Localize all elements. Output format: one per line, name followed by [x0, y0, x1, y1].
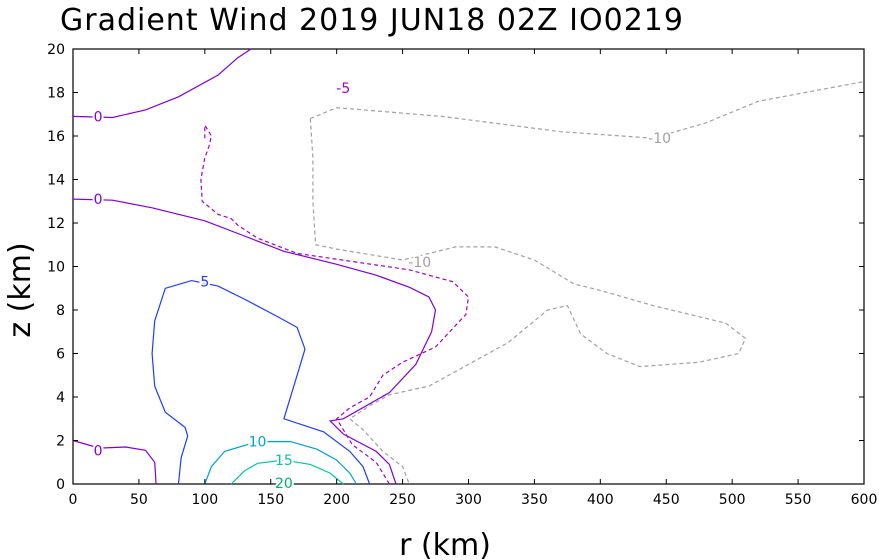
contour-label: 0 — [94, 192, 103, 208]
x-tick-label: 600 — [851, 492, 878, 508]
y-tick-label: 16 — [47, 129, 65, 145]
x-tick-label: 450 — [653, 492, 680, 508]
contour-layer — [72, 48, 865, 485]
contour-line — [72, 198, 437, 485]
y-tick-label: 0 — [56, 477, 65, 493]
contour-line — [204, 441, 357, 485]
contour-line — [200, 122, 470, 485]
x-tick-label: 550 — [785, 492, 812, 508]
y-tick-label: 14 — [47, 173, 65, 189]
x-tick-label: 350 — [521, 492, 548, 508]
y-tick-label: 8 — [56, 303, 65, 319]
y-axis-label: z (km) — [3, 242, 38, 337]
contour-line — [151, 279, 371, 485]
x-tick-label: 400 — [587, 492, 614, 508]
contour-label: 5 — [200, 275, 209, 291]
y-axis: 0 2 4 6 8 10 12 14 16 18 20 — [47, 42, 864, 493]
contour-line — [230, 459, 344, 485]
y-tick-label: 10 — [47, 260, 65, 276]
x-tick-label: 150 — [257, 492, 284, 508]
contour-label: -10 — [408, 255, 431, 271]
x-axis: 0 50 100 150 200 250 300 350 400 450 500 550 600 — [69, 49, 878, 508]
contour-line — [72, 439, 157, 485]
contour-label-layer: 0 0 0 5 10 15 20 -5 -10 -10 — [92, 79, 674, 494]
x-tick-label: 250 — [389, 492, 416, 508]
contour-line — [309, 118, 747, 485]
contour-line — [72, 48, 252, 119]
contour-label: 20 — [275, 476, 293, 492]
y-tick-label: 2 — [56, 434, 65, 450]
contour-label: -5 — [336, 81, 350, 97]
chart-title: Gradient Wind 2019 JUN18 02Z IO0219 — [60, 3, 684, 38]
y-tick-label: 4 — [56, 390, 65, 406]
x-tick-label: 200 — [323, 492, 350, 508]
x-tick-label: 50 — [130, 492, 148, 508]
contour-label: 15 — [275, 453, 293, 469]
contour-label: 0 — [94, 109, 103, 125]
contour-label: 0 — [94, 443, 103, 459]
x-tick-label: 100 — [191, 492, 218, 508]
y-tick-label: 6 — [56, 347, 65, 363]
x-tick-label: 300 — [455, 492, 482, 508]
y-tick-label: 12 — [47, 216, 65, 232]
x-tick-label: 0 — [69, 492, 78, 508]
plot-frame — [72, 48, 865, 485]
contour-label: 10 — [249, 435, 267, 451]
contour-label: -10 — [648, 131, 671, 147]
x-tick-label: 500 — [719, 492, 746, 508]
y-tick-label: 18 — [47, 86, 65, 102]
contour-line — [310, 81, 865, 139]
y-tick-label: 20 — [47, 42, 65, 58]
x-axis-label: r (km) — [399, 528, 491, 560]
plot-area: 0 0 0 5 10 15 20 -5 -10 -10 — [72, 48, 865, 494]
